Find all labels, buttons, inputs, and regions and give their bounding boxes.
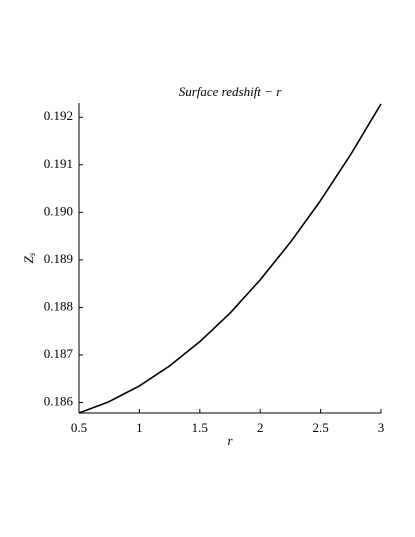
x-tick-label: 3 bbox=[378, 420, 385, 435]
x-axis-label: r bbox=[227, 433, 233, 448]
y-tick-label: 0.190 bbox=[44, 203, 73, 218]
y-tick-label: 0.191 bbox=[44, 156, 73, 171]
x-tick-label: 1 bbox=[136, 420, 143, 435]
y-tick-label: 0.192 bbox=[44, 108, 73, 123]
y-tick-label: 0.186 bbox=[44, 394, 74, 409]
chart-title: Surface redshift − r bbox=[179, 84, 282, 99]
y-axis-label: Zs bbox=[21, 252, 37, 263]
x-tick-label: 0.5 bbox=[71, 420, 87, 435]
y-tick-label: 0.187 bbox=[44, 346, 74, 361]
x-tick-label: 2 bbox=[257, 420, 264, 435]
x-tick-label: 1.5 bbox=[192, 420, 208, 435]
y-tick-label: 0.189 bbox=[44, 251, 73, 266]
y-tick-label: 0.188 bbox=[44, 298, 73, 313]
x-tick-label: 2.5 bbox=[312, 420, 328, 435]
curve bbox=[78, 103, 382, 414]
